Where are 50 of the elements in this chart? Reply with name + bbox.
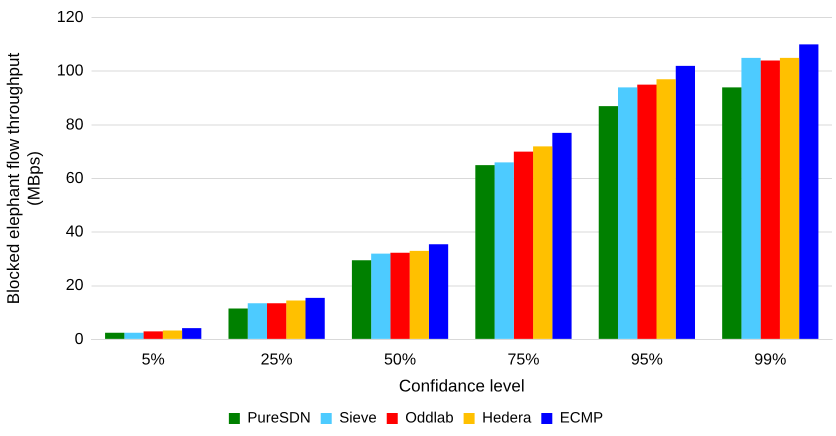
- legend-label: Oddlab: [405, 410, 454, 427]
- bar: [780, 58, 800, 339]
- y-tick-label: 100: [56, 62, 84, 80]
- x-tick-label: 99%: [754, 351, 786, 368]
- bar: [228, 308, 248, 339]
- bar: [352, 260, 372, 339]
- bar: [656, 79, 676, 339]
- bar: [162, 330, 182, 339]
- bar: [182, 328, 202, 339]
- bar: [722, 87, 742, 339]
- legend-label: PureSDN: [247, 410, 311, 427]
- bar: [124, 332, 144, 339]
- bar: [248, 303, 267, 339]
- y-tick-label: 40: [66, 224, 84, 241]
- legend-label: ECMP: [560, 410, 604, 427]
- x-axis-title: Confidance level: [398, 376, 525, 396]
- bar: [760, 60, 780, 339]
- bar: [799, 44, 818, 339]
- y-tick-label: 20: [66, 277, 84, 294]
- bar: [390, 252, 410, 339]
- bar: [286, 300, 306, 339]
- legend-label: Sieve: [339, 410, 377, 427]
- bar: [514, 152, 534, 339]
- x-tick-label: 95%: [630, 351, 663, 368]
- bar: [428, 244, 448, 339]
- y-tick-label: 120: [56, 9, 84, 26]
- bar: [533, 146, 552, 339]
- bar: [410, 250, 429, 339]
- legend-label: Hedera: [482, 410, 532, 427]
- bar: [598, 106, 618, 339]
- y-axis-title: Blocked elephant flow throughput (MBps): [4, 52, 44, 304]
- bar: [475, 165, 495, 339]
- bar: [552, 132, 572, 339]
- bar: [371, 254, 390, 339]
- x-tick-label: 25%: [260, 351, 293, 368]
- y-tick-label: 0: [74, 330, 84, 348]
- bar: [105, 332, 124, 339]
- bar: [637, 84, 656, 339]
- bar: [144, 331, 163, 339]
- x-tick-label: 5%: [142, 351, 165, 368]
- y-tick-label: 80: [66, 116, 84, 134]
- bar: [494, 162, 514, 339]
- bar: [676, 66, 696, 339]
- bar: [266, 303, 286, 339]
- bar: [306, 298, 325, 339]
- bar: [618, 87, 638, 339]
- x-tick-label: 75%: [507, 351, 540, 368]
- x-tick-label: 50%: [384, 351, 416, 368]
- y-tick-label: 60: [66, 170, 84, 187]
- bar: [741, 58, 761, 339]
